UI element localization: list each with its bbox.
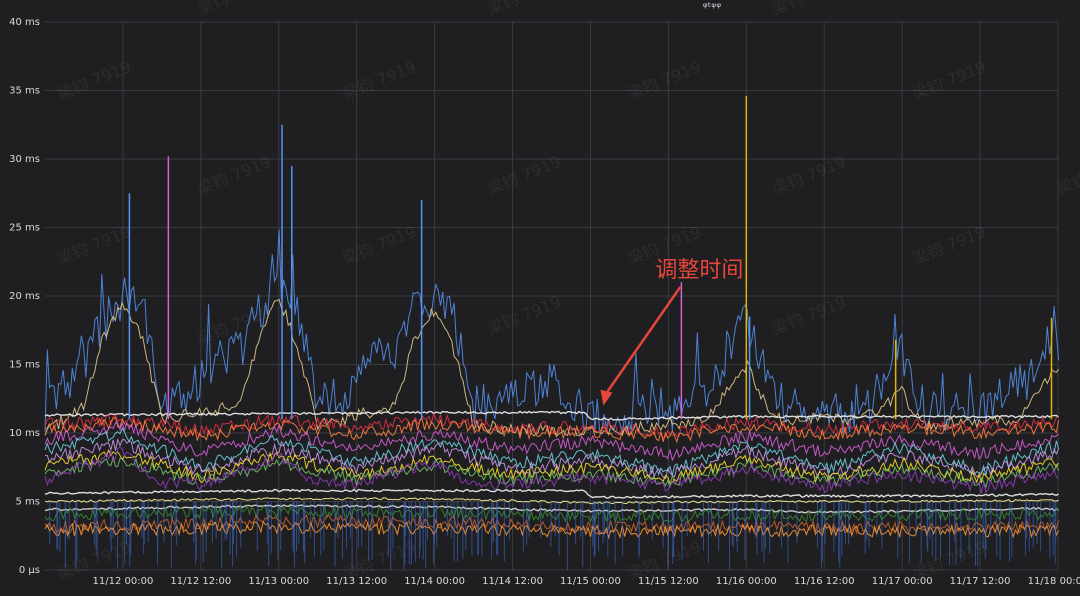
series-dips bbox=[49, 501, 1057, 570]
y-tick-label: 40 ms bbox=[9, 17, 40, 28]
series-group bbox=[44, 229, 1060, 570]
watermark-text: 梁钧 7919 bbox=[769, 292, 848, 339]
y-tick-label: 35 ms bbox=[9, 86, 40, 97]
series-line-pale-yellow bbox=[44, 497, 1059, 505]
watermark-text: 梁钧 7919 bbox=[909, 222, 988, 269]
series-line-red bbox=[44, 413, 1059, 439]
watermark-text: 梁钧 7919 bbox=[54, 57, 133, 104]
watermark-text: 梁钧 7919 bbox=[484, 292, 563, 339]
spike-group bbox=[128, 95, 1053, 420]
x-tick-label: 11/14 00:00 bbox=[404, 576, 465, 587]
y-tick-label: 0 μs bbox=[19, 565, 40, 576]
x-tick-label: 11/16 00:00 bbox=[716, 576, 777, 587]
watermark-text: 梁钧 7919 bbox=[909, 57, 988, 104]
series-line-cyan bbox=[44, 427, 1060, 477]
watermark-text: 梁钧 7919 bbox=[484, 0, 563, 19]
series-line-teal-low bbox=[44, 504, 1060, 524]
series-line-violet bbox=[44, 446, 1059, 494]
series-line-peak-blue bbox=[44, 229, 1060, 435]
x-axis: 11/12 00:00 11/12 12:00 11/13 00:00 11/13 1… bbox=[93, 576, 1080, 587]
y-tick-label: 30 ms bbox=[9, 154, 40, 165]
x-tick-label: 11/17 00:00 bbox=[872, 576, 933, 587]
x-tick-label: 11/15 12:00 bbox=[638, 576, 699, 587]
y-tick-label: 5 ms bbox=[16, 497, 41, 508]
x-tick-label: 11/12 00:00 bbox=[93, 576, 154, 587]
x-tick-label: 11/16 12:00 bbox=[794, 576, 855, 587]
series-line-magenta bbox=[44, 420, 1059, 462]
watermark-text: 梁钧 7919 bbox=[194, 0, 273, 19]
x-tick-label: 11/13 12:00 bbox=[326, 576, 387, 587]
x-tick-label: 11/13 00:00 bbox=[248, 576, 309, 587]
y-tick-label: 15 ms bbox=[9, 360, 40, 371]
y-axis: 0 μs 5 ms 10 ms 15 ms 20 ms 25 ms 30 ms 35 ms 40… bbox=[9, 17, 40, 576]
annotation-label: 调整时间 bbox=[655, 258, 743, 283]
series-line-pink-low bbox=[44, 520, 1060, 540]
watermark-text: 梁钧 7919 bbox=[339, 57, 418, 104]
panel-title: ᵠᵗᵠᵠ bbox=[703, 0, 722, 14]
x-tick-label: 11/18 00:00 bbox=[1028, 576, 1080, 587]
y-tick-label: 25 ms bbox=[9, 223, 40, 234]
annotation-arrow-head bbox=[600, 389, 613, 406]
series-line-lilac bbox=[45, 437, 1060, 480]
x-tick-label: 11/14 12:00 bbox=[482, 576, 543, 587]
series-line-white-upper bbox=[44, 410, 1060, 421]
x-tick-label: 11/15 00:00 bbox=[560, 576, 621, 587]
watermark-text: 梁钧 7919 bbox=[769, 0, 848, 19]
series-line-white-mid bbox=[44, 488, 1059, 499]
watermark-text: 梁钧 7919 bbox=[339, 222, 418, 269]
annotation-group: 调整时间 bbox=[600, 258, 743, 406]
series-line-orange bbox=[44, 416, 1060, 444]
series-line-brown bbox=[44, 513, 1060, 535]
watermark-text: 梁钧 7919 bbox=[54, 222, 133, 269]
x-tick-label: 11/17 12:00 bbox=[950, 576, 1011, 587]
series-line-green bbox=[44, 455, 1060, 489]
annotation-arrow-shaft bbox=[606, 286, 682, 393]
y-tick-label: 10 ms bbox=[9, 428, 40, 439]
y-tick-label: 20 ms bbox=[9, 291, 40, 302]
series-line-white-low bbox=[44, 504, 1059, 514]
x-tick-label: 11/12 12:00 bbox=[170, 576, 231, 587]
watermark-text: 梁钧 7919 bbox=[624, 57, 703, 104]
